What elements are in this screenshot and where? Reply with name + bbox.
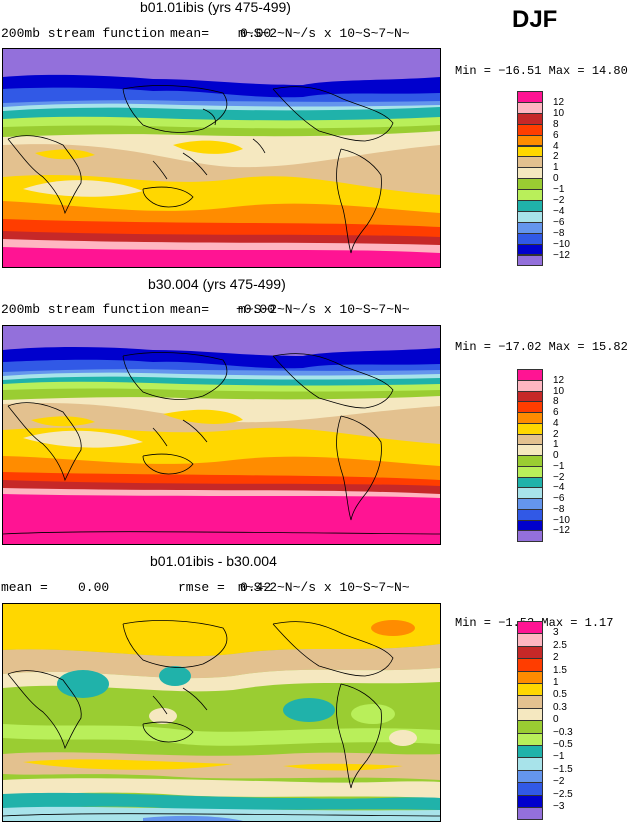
panel-3-title: b01.01ibis - b30.004 — [150, 553, 277, 569]
legend-tick-label: −2 — [553, 195, 565, 206]
legend-tick-label: 8 — [553, 396, 559, 408]
legend-tick-label: 12 — [553, 96, 565, 108]
legend-tick-label: −4 — [553, 482, 565, 494]
legend-tick-label: −12 — [553, 525, 570, 537]
legend-tick-label: 6 — [553, 129, 559, 141]
panel-1-variable-label: 200mb stream function — [1, 26, 165, 41]
legend-tick-label: 1 — [553, 162, 559, 174]
legend-tick-label: 0.3 — [553, 701, 567, 713]
panel-3-contour-plot — [3, 604, 440, 821]
legend-tick-label: 1 — [553, 677, 559, 688]
legend-color-swatch — [517, 769, 543, 784]
legend-tick-label: −2.5 — [553, 788, 573, 800]
legend-tick-label: −12 — [553, 249, 570, 261]
panel-2-legend: 12 10 8 6 4 2 1 0 −1 −2 −4 −6 −8 −10 −12 — [517, 369, 570, 542]
panel-3-rmse-value: 0.42 — [240, 580, 272, 595]
legend-color-swatch — [517, 695, 543, 709]
legend-tick-label: 2 — [553, 652, 559, 664]
legend-color-swatch — [517, 658, 543, 672]
season-label: DJF — [512, 6, 558, 33]
legend-color-swatch — [517, 807, 543, 821]
legend-tick-label: 4 — [553, 417, 559, 429]
legend-tick-label: 0 — [553, 173, 559, 185]
panel-2-units: m~S~2~N~/s x 10~S~7~N~ — [238, 302, 410, 317]
panel-2-mean-value: −0.00 — [236, 302, 276, 317]
legend-tick-label: −6 — [553, 216, 565, 228]
legend-tick-label: −4 — [553, 205, 565, 217]
legend-tick-label: 6 — [553, 407, 559, 418]
legend-tick-label: 1 — [553, 439, 559, 451]
legend-color-swatch — [517, 757, 543, 771]
legend-color-swatch — [517, 732, 543, 746]
legend-color-swatch — [517, 645, 543, 660]
panel-1-legend: 12 10 8 6 4 2 1 0 −1 −2 −4 −6 −8 −10 −12 — [517, 91, 570, 267]
panel-2-contour-plot — [3, 326, 440, 544]
legend-tick-label: −0.5 — [553, 739, 573, 750]
legend-tick-label: 10 — [553, 107, 565, 119]
panel-3-mean-value: 0.00 — [78, 580, 110, 595]
legend-tick-label: 4 — [553, 140, 559, 152]
legend-tick-label: 1.5 — [553, 664, 567, 676]
panel-3-legend: 3 2.5 2 1.5 1 0.5 0.3 0 −0.3 −0.5 −1 −1.5 −2 −2.5 −3 — [517, 621, 573, 821]
panel-2-title: b30.004 (yrs 475-499) — [148, 276, 286, 292]
legend-tick-label: −1 — [553, 184, 565, 196]
legend-tick-label: −10 — [553, 514, 570, 526]
panel-3-mean-label: mean = — [1, 580, 48, 595]
panel-2-map — [2, 325, 441, 545]
legend-tick-label: 2 — [553, 428, 559, 440]
legend-tick-label: −2 — [553, 776, 565, 788]
panel-2-mean-label: mean= — [170, 302, 210, 317]
legend-color-swatch — [517, 720, 543, 734]
legend-tick-label: −0.3 — [553, 726, 573, 738]
legend-tick-label: −10 — [553, 238, 570, 250]
legend-tick-label: 2 — [553, 151, 559, 163]
panel-3-units: m~S~2~N~/s x 10~S~7~N~ — [238, 580, 410, 595]
legend-color-swatch — [517, 621, 543, 635]
legend-tick-label: −8 — [553, 227, 565, 239]
panel-1-map — [2, 48, 441, 268]
panel-1-min-max: Min = −16.51 Max = 14.80 — [455, 64, 628, 78]
legend-tick-label: 2.5 — [553, 639, 567, 651]
legend-tick-label: 0.5 — [553, 689, 567, 701]
legend-tick-label: 12 — [553, 374, 565, 386]
panel-3-rmse-label: rmse = — [178, 580, 225, 595]
legend-tick-label: −8 — [553, 503, 565, 515]
legend-tick-label: 3 — [553, 627, 559, 639]
legend-tick-label: 0 — [553, 450, 559, 461]
panel-1-units: m~S~2~N~/s x 10~S~7~N~ — [238, 26, 410, 41]
legend-tick-label: −3 — [553, 801, 565, 812]
panel-1-title: b01.01ibis (yrs 475-499) — [140, 0, 291, 15]
legend-tick-label: −2 — [553, 471, 565, 483]
legend-tick-label: −6 — [553, 493, 565, 504]
legend-tick-label: 0 — [553, 714, 559, 726]
panel-1-mean-value: 0.00 — [240, 26, 272, 41]
legend-tick-label: −1 — [553, 751, 565, 763]
panel-2-variable-label: 200mb stream function — [1, 302, 165, 317]
panel-1-mean-label: mean= — [170, 26, 210, 41]
legend-color-swatch — [517, 745, 543, 759]
legend-color-swatch — [517, 707, 543, 722]
legend-color-swatch — [517, 254, 543, 267]
legend-tick-label: 10 — [553, 385, 565, 397]
legend-color-swatch — [517, 782, 543, 796]
legend-color-swatch — [517, 530, 543, 542]
legend-color-swatch — [517, 794, 543, 808]
legend-tick-label: −1.5 — [553, 763, 573, 775]
legend-tick-label: −1 — [553, 460, 565, 472]
legend-color-swatch — [517, 670, 543, 684]
legend-color-swatch — [517, 633, 543, 647]
panel-2-min-max: Min = −17.02 Max = 15.82 — [455, 340, 628, 354]
panel-3-map — [2, 603, 441, 822]
legend-tick-label: 8 — [553, 118, 559, 130]
panel-1-contour-plot — [3, 49, 440, 267]
legend-color-swatch — [517, 683, 543, 697]
